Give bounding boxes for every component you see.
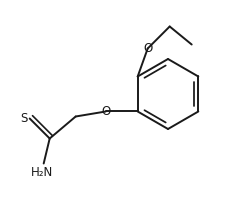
Text: H₂N: H₂N	[30, 166, 53, 179]
Text: S: S	[20, 112, 27, 125]
Text: O: O	[142, 42, 152, 55]
Text: O: O	[101, 105, 110, 118]
